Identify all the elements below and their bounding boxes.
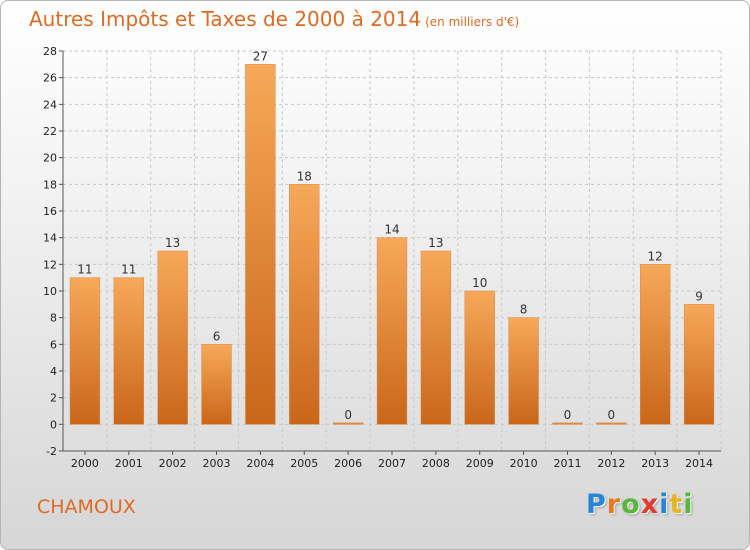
y-tick-label: 0 (50, 418, 57, 431)
x-tick-label: 2009 (466, 457, 494, 470)
x-tick-label: 2004 (246, 457, 274, 470)
commune-name: CHAMOUX (37, 496, 136, 518)
bar (113, 277, 144, 425)
logo-letter: o (621, 489, 641, 520)
x-tick-label: 2000 (71, 457, 99, 470)
bar (376, 237, 408, 425)
logo-letter: P (586, 489, 607, 520)
y-tick-label: -2 (46, 445, 57, 458)
x-tick-label: 2008 (422, 457, 450, 470)
bar (245, 64, 276, 425)
x-tick-label: 2013 (641, 457, 669, 470)
data-label: 0 (564, 408, 572, 422)
y-tick-label: 26 (43, 72, 57, 85)
data-label: 11 (121, 263, 136, 277)
data-label: 6 (213, 329, 221, 343)
x-tick-label: 2005 (290, 457, 318, 470)
x-tick-label: 2014 (685, 457, 713, 470)
bar (508, 317, 539, 425)
y-tick-label: 20 (43, 152, 57, 165)
x-tick-label: 2010 (510, 457, 538, 470)
data-label: 12 (648, 249, 663, 263)
data-label: 13 (428, 236, 443, 250)
proxiti-logo: Proxiti (586, 489, 694, 520)
bar (289, 184, 320, 425)
y-tick-label: 4 (50, 365, 57, 378)
y-tick-label: 18 (43, 178, 57, 191)
data-label: 14 (384, 223, 399, 237)
logo-letter: t (669, 489, 684, 520)
logo-letter: i (683, 489, 694, 520)
x-tick-label: 2006 (334, 457, 362, 470)
bar (552, 422, 583, 425)
y-tick-label: 28 (43, 45, 57, 58)
bar (420, 250, 452, 425)
data-label: 18 (297, 169, 312, 183)
bar (640, 264, 671, 425)
x-tick-label: 2001 (115, 457, 143, 470)
y-tick-label: 10 (43, 285, 57, 298)
x-tick-label: 2007 (378, 457, 406, 470)
data-label: 13 (165, 236, 180, 250)
y-tick-label: 22 (43, 125, 57, 138)
bar (157, 250, 188, 425)
data-label: 11 (77, 263, 92, 277)
y-tick-label: 12 (43, 258, 57, 271)
y-tick-label: 6 (50, 338, 57, 351)
y-tick-label: 24 (43, 98, 57, 111)
bar (596, 422, 627, 425)
labels: -202468101214161820222426281120001120011… (43, 45, 713, 470)
bar (332, 422, 364, 425)
y-tick-label: 8 (50, 312, 57, 325)
y-tick-label: 16 (43, 205, 57, 218)
bar (69, 277, 101, 425)
data-label: 0 (344, 408, 352, 422)
title-text: Autres Impôts et Taxes de 2000 à 2014 (29, 7, 422, 31)
axes (59, 50, 721, 455)
x-tick-label: 2011 (553, 457, 581, 470)
bar (683, 304, 715, 425)
data-label: 27 (253, 49, 268, 63)
x-tick-label: 2012 (597, 457, 625, 470)
data-label: 8 (520, 303, 528, 317)
bars (69, 64, 715, 425)
x-tick-label: 2003 (203, 457, 231, 470)
chart-title: Autres Impôts et Taxes de 2000 à 2014 (en… (29, 7, 519, 31)
x-tick-label: 2002 (159, 457, 187, 470)
chart-subtitle: (en milliers d'€) (425, 15, 520, 29)
y-tick-label: 14 (43, 232, 57, 245)
data-label: 10 (472, 276, 487, 290)
bar (464, 290, 495, 425)
data-label: 0 (608, 408, 616, 422)
y-tick-label: 2 (50, 392, 57, 405)
logo-letter: x (640, 489, 660, 520)
bar (201, 344, 232, 425)
data-label: 9 (695, 289, 703, 303)
logo-letter: i (659, 489, 670, 520)
logo-letter: r (606, 489, 622, 520)
